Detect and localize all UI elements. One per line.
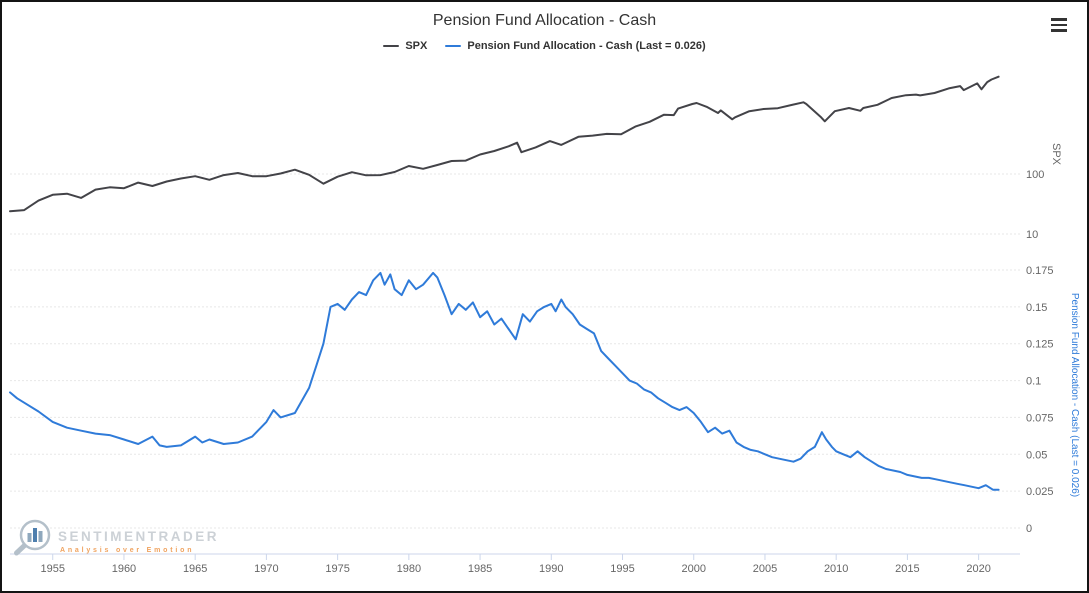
legend-label-spx: SPX [405, 40, 428, 52]
y-axis-tick-label: 0.05 [1026, 449, 1047, 461]
x-axis-tick-label: 1995 [610, 563, 634, 575]
legend-item-allocation[interactable]: Pension Fund Allocation - Cash (Last = 0… [445, 40, 706, 52]
watermark-logo-handle [14, 542, 28, 556]
x-axis-tick-label: 2000 [681, 563, 705, 575]
y-axis-tick-label: 10 [1026, 229, 1038, 241]
x-axis-tick-label: 1965 [183, 563, 207, 575]
x-axis-tick-label: 2015 [895, 563, 919, 575]
x-axis-tick-label: 1990 [539, 563, 563, 575]
x-axis-tick-label: 2005 [753, 563, 777, 575]
x-axis-tick-label: 1955 [40, 563, 64, 575]
watermark-bar-icon [33, 528, 37, 542]
x-axis-tick-label: 1985 [468, 563, 492, 575]
spx-axis-title: SPX [1050, 143, 1062, 166]
x-axis-tick-label: 1975 [325, 563, 349, 575]
x-axis-tick-label: 1970 [254, 563, 278, 575]
legend-label-allocation: Pension Fund Allocation - Cash (Last = 0… [467, 40, 706, 52]
chart-context-menu-button[interactable] [1047, 14, 1073, 36]
legend-item-spx[interactable]: SPX [383, 40, 427, 52]
y-axis-tick-label: 0.025 [1026, 486, 1054, 498]
y-axis-tick-label: 0.125 [1026, 339, 1054, 351]
allocation-legend-swatch [445, 45, 462, 47]
y-axis-tick-label: 0.175 [1026, 265, 1054, 277]
y-axis-tick-label: 0.075 [1026, 412, 1054, 424]
watermark-tagline: Analysis over Emotion [60, 547, 194, 554]
x-axis-tick-label: 2010 [824, 563, 848, 575]
watermark-brand: SENTIMENTRADER [58, 529, 219, 544]
y-axis-tick-label: 100 [1026, 169, 1044, 181]
watermark: SENTIMENTRADER Analysis over Emotion [14, 519, 219, 556]
chart-title: Pension Fund Allocation - Cash [432, 12, 657, 29]
hamburger-icon [1051, 18, 1067, 21]
watermark-bar-icon [27, 533, 32, 542]
watermark-bar-icon [38, 531, 43, 542]
hamburger-icon [1051, 29, 1067, 32]
x-axis-tick-label: 1980 [397, 563, 421, 575]
y-axis-tick-label: 0.15 [1026, 302, 1047, 314]
allocation-series-line [9, 271, 1000, 491]
hamburger-icon [1051, 23, 1067, 27]
legend: SPX Pension Fund Allocation - Cash (Last… [2, 40, 1087, 52]
allocation-axis-title: Pension Fund Allocation - Cash (Last = 0… [1069, 293, 1080, 497]
x-axis-tick-label: 2020 [966, 563, 990, 575]
spx-series-line [9, 75, 1000, 213]
x-axis-tick-label: 1960 [112, 563, 136, 575]
y-axis-tick-label: 0 [1026, 523, 1032, 535]
spx-legend-swatch [383, 45, 400, 47]
y-axis-tick-label: 0.1 [1026, 376, 1041, 388]
